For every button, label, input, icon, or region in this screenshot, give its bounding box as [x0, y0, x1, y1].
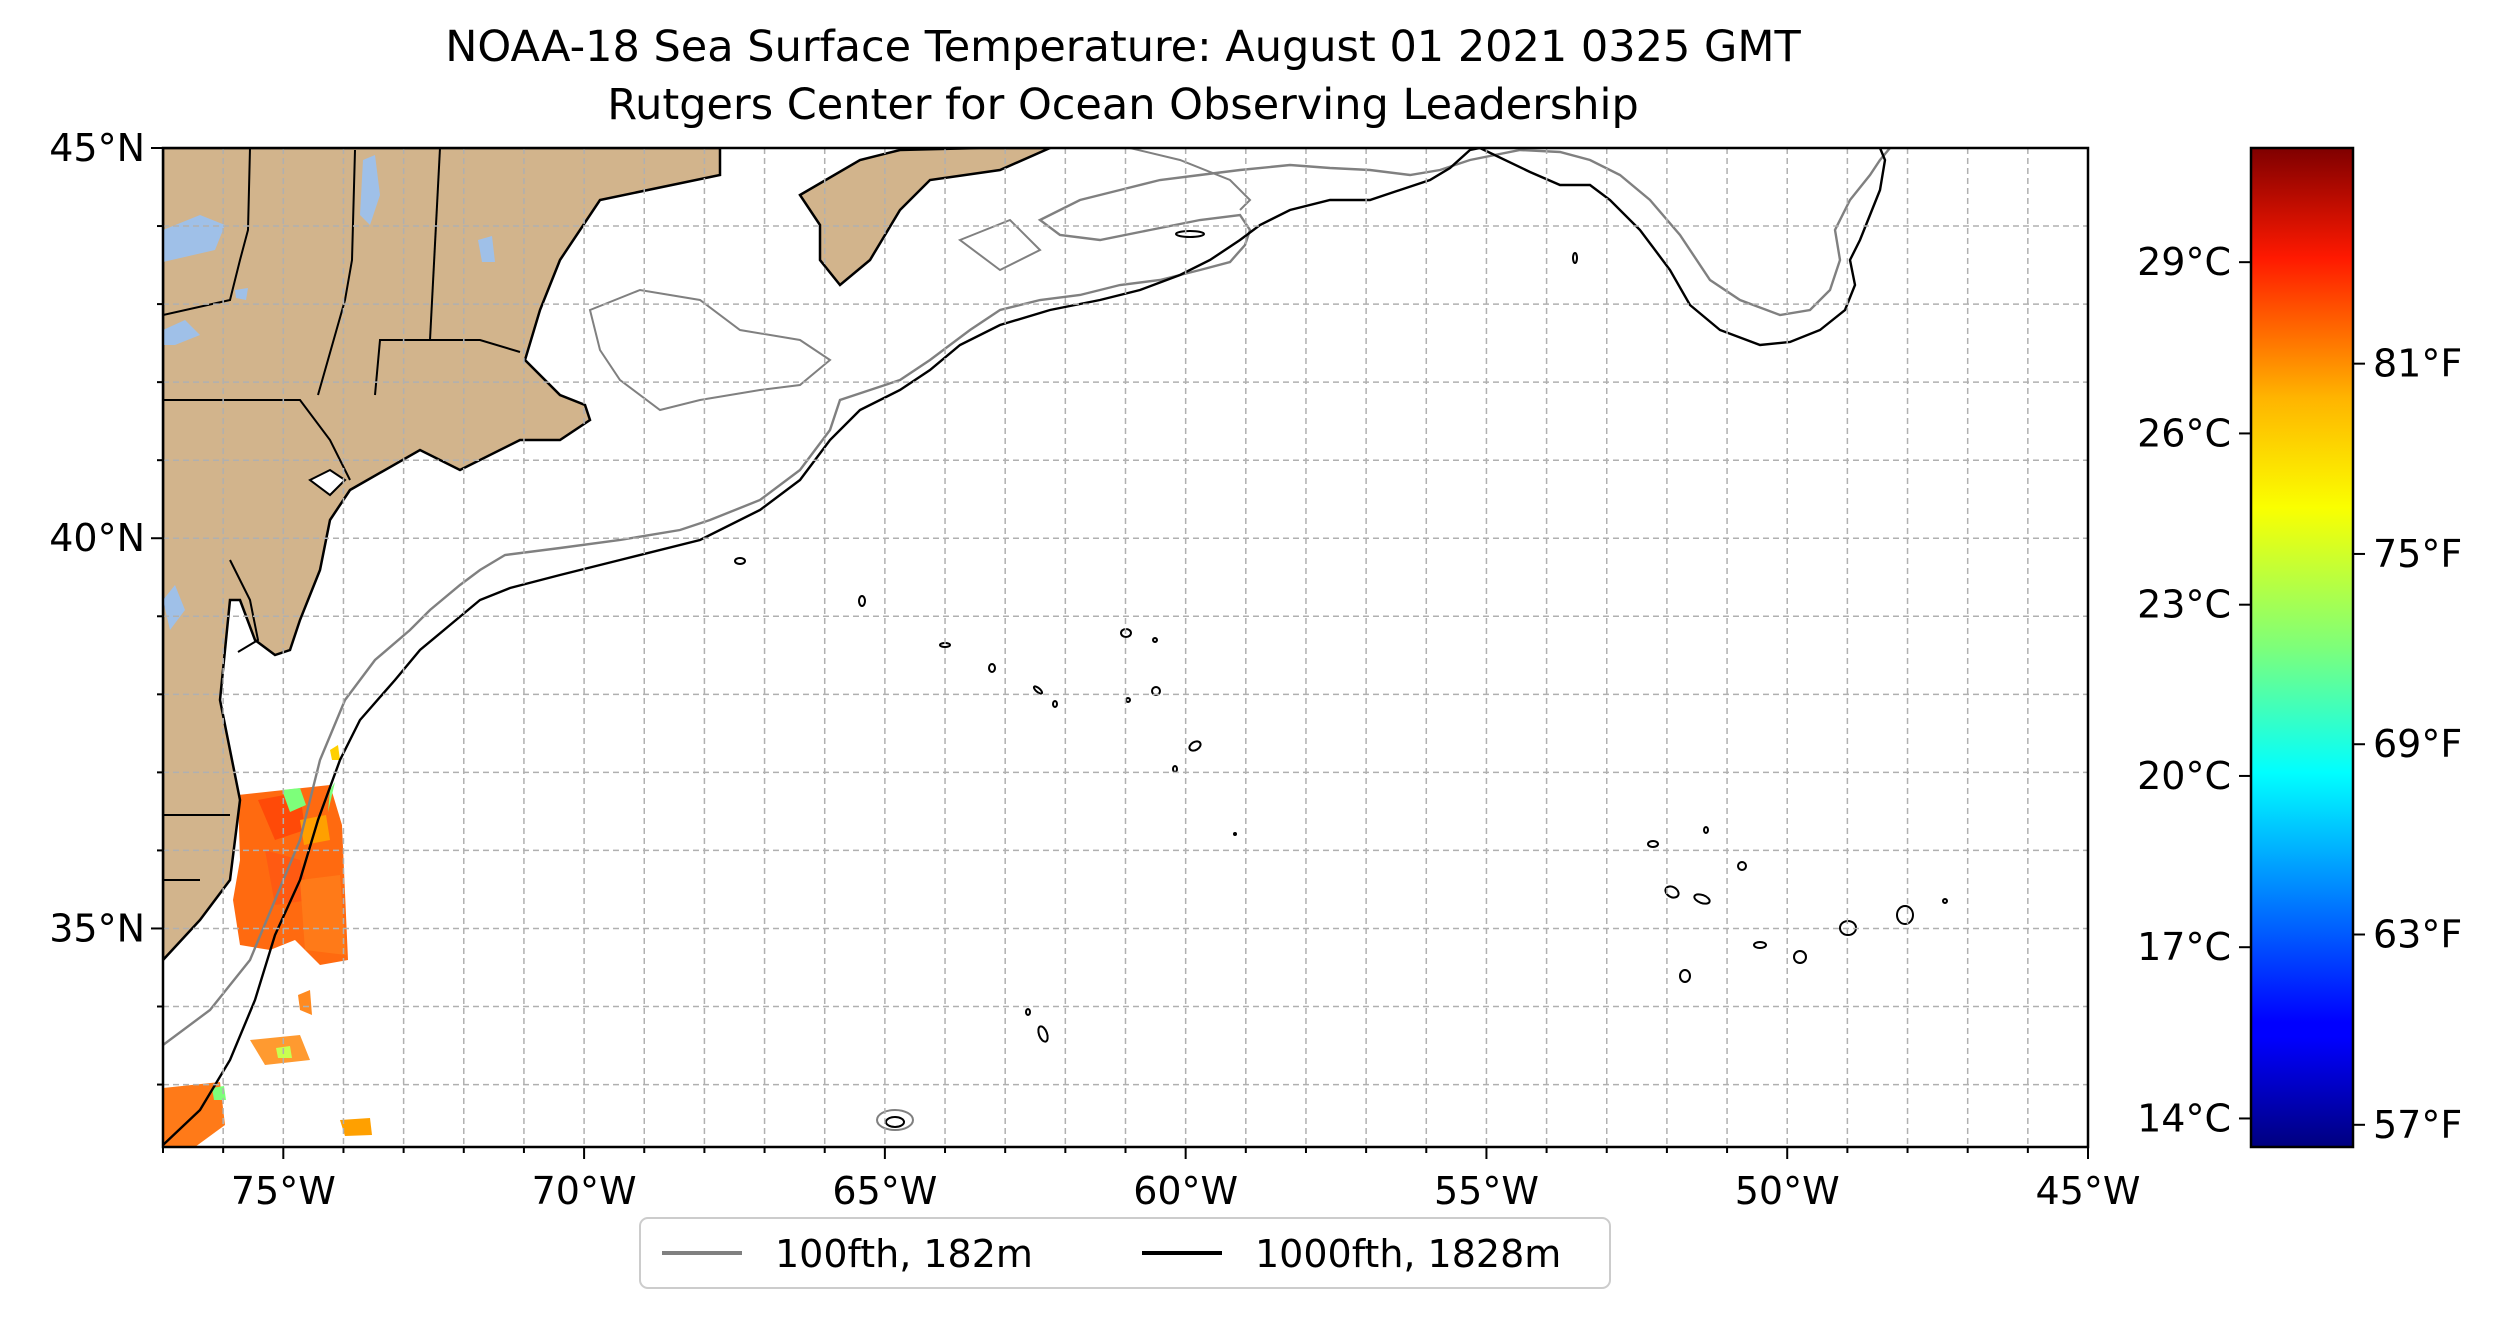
lon-tick-label: 70°W: [532, 1169, 637, 1213]
celsius-tick-label: 17°C: [2137, 925, 2231, 969]
lon-tick-label: 50°W: [1735, 1169, 1840, 1213]
lat-tick-label: 40°N: [49, 516, 145, 560]
celsius-tick-label: 14°C: [2137, 1096, 2231, 1140]
isobath-1000: [163, 148, 1481, 1146]
lat-tick-label: 35°N: [49, 906, 145, 950]
map-title: NOAA-18 Sea Surface Temperature: August …: [445, 22, 1801, 72]
fahrenheit-tick-label: 81°F: [2373, 342, 2462, 386]
state-borders: [163, 148, 521, 881]
fahrenheit-tick-label: 63°F: [2373, 913, 2462, 957]
map-subtitle: Rutgers Center for Ocean Observing Leade…: [607, 80, 1639, 130]
legend-label-100: 100fth, 182m: [775, 1232, 1033, 1276]
lon-tick-label: 45°W: [2036, 1169, 2141, 1213]
fahrenheit-tick-label: 75°F: [2373, 532, 2462, 576]
lon-tick-label: 55°W: [1434, 1169, 1539, 1213]
fahrenheit-tick-label: 69°F: [2373, 722, 2462, 766]
land: [163, 148, 1051, 962]
celsius-tick-label: 23°C: [2137, 583, 2231, 627]
fahrenheit-tick-label: 57°F: [2373, 1103, 2462, 1147]
lon-tick-label: 60°W: [1133, 1169, 1238, 1213]
lat-tick-label: 45°N: [49, 126, 145, 170]
legend-label-1000: 1000fth, 1828m: [1255, 1232, 1561, 1276]
map-area: [163, 148, 2088, 1147]
axis-ticks: 75°W 70°W 65°W 60°W 55°W 50°W 45°W 45°N 40°N 35°N: [49, 126, 2140, 1213]
colorbar-ticks: 29°C 26°C 23°C 20°C 17°C 14°C 81°F 75°F 69°F 63°F…: [2137, 240, 2462, 1147]
celsius-tick-label: 20°C: [2137, 754, 2231, 798]
legend: 100fth, 182m 1000fth, 1828m: [639, 1217, 1611, 1289]
celsius-tick-label: 29°C: [2137, 240, 2231, 284]
lon-tick-label: 75°W: [231, 1169, 336, 1213]
isobath-100: [163, 148, 1891, 1046]
colorbar: [2249, 146, 2355, 1149]
gridlines: [163, 148, 2088, 1147]
lon-tick-label: 65°W: [832, 1169, 937, 1213]
isobath-1000-east: [1479, 148, 1887, 347]
celsius-tick-label: 26°C: [2137, 411, 2231, 455]
seamounts: [734, 230, 1948, 1131]
